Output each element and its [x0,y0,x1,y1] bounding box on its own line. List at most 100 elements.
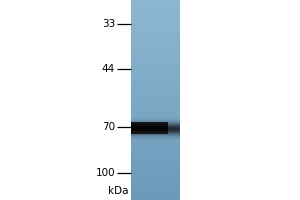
Bar [130,55,180,56]
Bar [130,151,180,152]
Bar [130,134,180,135]
Bar [130,54,180,55]
Bar [130,26,180,27]
Bar [130,132,168,133]
Bar [130,128,168,129]
Bar [130,69,180,70]
Bar [130,137,180,138]
Bar [130,79,180,80]
Bar [130,59,180,60]
Bar [130,56,180,57]
Bar [130,32,180,33]
Bar [130,66,180,67]
Bar [130,128,180,129]
Bar [130,167,180,168]
Bar [130,65,180,66]
Bar [130,44,180,45]
Text: 33: 33 [102,19,115,29]
Bar [130,122,180,123]
Bar [130,132,180,133]
Bar [130,76,180,77]
Bar [130,119,180,120]
Bar [130,129,180,130]
Bar [130,90,180,91]
Bar [130,154,180,155]
Bar [130,133,168,134]
Bar [130,121,168,122]
Bar [130,191,180,192]
Bar [130,80,180,81]
Bar [130,127,180,128]
Bar [130,142,180,143]
Bar [130,48,180,49]
Bar [130,152,180,153]
Bar [130,137,180,138]
Bar [130,136,180,137]
Bar [130,128,180,129]
Bar [130,137,180,138]
Bar [130,132,180,133]
Bar [130,124,180,125]
Bar [130,124,180,125]
Bar [130,117,180,118]
Bar [130,179,180,180]
Bar [130,130,168,131]
Bar [130,131,180,132]
Bar [130,148,180,149]
Bar [130,88,180,89]
Bar [130,123,168,124]
Bar [130,30,180,31]
Bar [130,169,180,170]
Bar [130,132,168,133]
Bar [130,144,180,145]
Bar [130,14,180,15]
Bar [130,123,180,124]
Bar [130,53,180,54]
Bar [130,139,180,140]
Bar [130,127,168,128]
Bar [130,113,180,114]
Bar [130,11,180,12]
Bar [130,126,180,127]
Bar [130,127,180,128]
Bar [130,199,180,200]
Bar [130,196,180,197]
Bar [130,128,180,129]
Bar [130,183,180,184]
Bar [130,129,168,130]
Bar [130,7,180,8]
Bar [130,126,168,127]
Bar [130,135,180,136]
Bar [130,103,180,104]
Bar [130,184,180,185]
Bar [130,57,180,58]
Bar [130,128,168,129]
Bar [130,99,180,100]
Bar [130,129,168,130]
Bar [130,124,168,125]
Bar [130,127,168,128]
Bar [130,125,168,126]
Bar [130,104,180,105]
Bar [130,16,180,17]
Bar [130,133,180,134]
Bar [130,100,180,101]
Bar [130,123,180,124]
Bar [130,133,168,134]
Bar [130,131,168,132]
Bar [130,132,180,133]
Bar [130,127,168,128]
Bar [130,160,180,161]
Bar [130,24,180,25]
Bar [130,129,168,130]
Bar [130,126,168,127]
Bar [130,87,180,88]
Bar [130,124,180,125]
Bar [130,38,180,39]
Bar [130,123,168,124]
Bar [130,67,180,68]
Bar [130,130,168,131]
Bar [130,0,180,1]
Bar [130,132,168,133]
Bar [130,163,180,164]
